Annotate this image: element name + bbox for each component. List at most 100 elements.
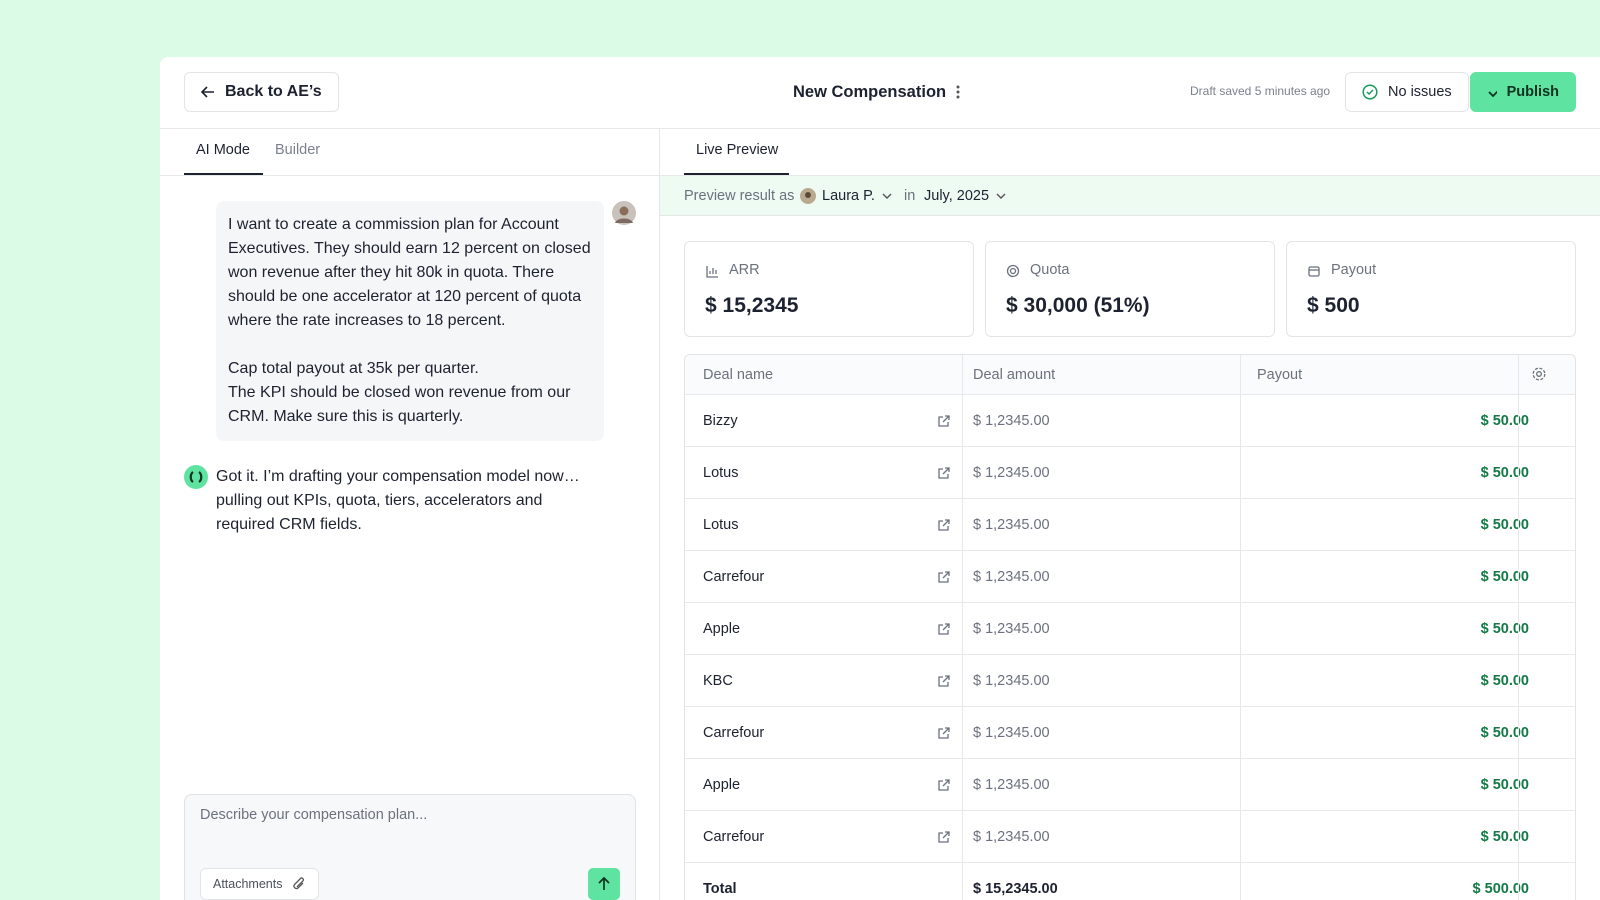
payout: $ 50.00 — [1480, 828, 1529, 845]
app-panel: Back to AE’s New Compensation Draft save… — [160, 57, 1600, 900]
payout: $ 50.00 — [1480, 412, 1529, 429]
deal-amount: $ 1,2345.00 — [973, 568, 1050, 585]
check-icon — [1488, 91, 1497, 98]
preview-bar: Preview result as Laura P. in July, 2025 — [660, 176, 1600, 216]
divider — [659, 128, 660, 900]
stat-label: Quota — [1030, 262, 1070, 278]
input-placeholder: Describe your compensation plan... — [200, 807, 428, 823]
send-button[interactable] — [588, 868, 620, 900]
issues-button[interactable]: No issues — [1345, 72, 1469, 112]
chevron-icon — [996, 193, 1006, 199]
column-divider — [1518, 355, 1519, 900]
column-header: Payout — [1257, 366, 1303, 383]
chevron-icon — [882, 193, 892, 199]
person-select[interactable]: Laura P. — [822, 188, 875, 204]
deal-amount: $ 1,2345.00 — [973, 464, 1050, 481]
payout: $ 50.00 — [1480, 776, 1529, 793]
tab[interactable]: AI Mode — [196, 142, 250, 158]
payout: $ 50.00 — [1480, 620, 1529, 637]
payout: $ 500.00 — [1472, 880, 1529, 897]
period-select[interactable]: July, 2025 — [924, 188, 990, 204]
column-divider — [962, 355, 963, 900]
table-row: Apple $ 1,2345.00 $ 50.00 — [685, 602, 1575, 654]
table-row: Lotus $ 1,2345.00 $ 50.00 — [685, 446, 1575, 498]
deal-name: Lotus — [703, 516, 739, 533]
stat-label: Payout — [1331, 262, 1377, 278]
table-row: Bizzy $ 1,2345.00 $ 50.00 — [685, 394, 1575, 446]
attachments-button[interactable]: Attachments — [200, 868, 320, 900]
issues-label: No issues — [1388, 84, 1452, 100]
open-link-icon[interactable] — [937, 518, 951, 537]
divider — [160, 175, 1600, 176]
check-circle-icon — [1362, 84, 1378, 100]
stat-icon — [705, 264, 719, 283]
table-row: Carrefour $ 1,2345.00 $ 50.00 — [685, 706, 1575, 758]
deal-amount: $ 1,2345.00 — [973, 620, 1050, 637]
deal-name: Lotus — [703, 464, 739, 481]
stat-card: ARR $ 15,2345 — [684, 241, 974, 337]
person-avatar — [800, 188, 816, 204]
deal-name: Apple — [703, 620, 741, 637]
table-row: Carrefour $ 1,2345.00 $ 50.00 — [685, 810, 1575, 862]
table-row: Lotus $ 1,2345.00 $ 50.00 — [685, 498, 1575, 550]
open-link-icon[interactable] — [937, 778, 951, 797]
payout: $ 50.00 — [1480, 724, 1529, 741]
deal-amount: $ 1,2345.00 — [973, 724, 1050, 741]
message-paragraph: I want to create a commission plan for A… — [228, 216, 591, 329]
open-link-icon[interactable] — [937, 622, 951, 641]
deal-name: Total — [703, 880, 737, 897]
stat-label: ARR — [729, 262, 760, 278]
deal-name: Carrefour — [703, 724, 765, 741]
page-title: New Compensation — [793, 83, 947, 101]
draft-status: Draft saved 5 minutes ago — [1190, 84, 1331, 98]
chat-input[interactable]: Describe your compensation plan... Attac… — [184, 794, 636, 900]
table-row: KBC $ 1,2345.00 $ 50.00 — [685, 654, 1575, 706]
paperclip-icon — [293, 877, 305, 890]
payout: $ 50.00 — [1480, 568, 1529, 585]
assistant-message: Got it. I’m drafting your compensation m… — [216, 468, 580, 533]
deal-name: KBC — [703, 672, 733, 689]
stat-value: $ 500 — [1307, 294, 1360, 317]
table-header: Deal name Deal amount Payout — [685, 355, 1575, 394]
preview-label: Preview result as — [684, 188, 795, 204]
deal-amount: $ 1,2345.00 — [973, 516, 1050, 533]
deal-amount: $ 1,2345.00 — [973, 672, 1050, 689]
column-header: Deal amount — [973, 366, 1056, 383]
open-link-icon[interactable] — [937, 414, 951, 433]
user-message: I want to create a commission plan for A… — [216, 201, 604, 441]
payout: $ 50.00 — [1480, 516, 1529, 533]
assistant-avatar — [184, 465, 208, 489]
back-button[interactable]: Back to AE’s — [184, 72, 339, 112]
column-divider — [1240, 355, 1241, 900]
total-row: Total $ 15,2345.00 $ 500.00 — [685, 862, 1575, 900]
deal-name: Carrefour — [703, 828, 765, 845]
deal-amount: $ 1,2345.00 — [973, 776, 1050, 793]
tab[interactable]: Live Preview — [696, 142, 779, 158]
deal-name: Apple — [703, 776, 741, 793]
message-paragraph: The KPI should be closed won revenue fro… — [228, 384, 571, 425]
table-row: Apple $ 1,2345.00 $ 50.00 — [685, 758, 1575, 810]
back-label: Back to AE’s — [225, 83, 322, 100]
deal-name: Bizzy — [703, 412, 738, 429]
settings-icon[interactable] — [1531, 366, 1547, 387]
stat-value: $ 30,000 (51%) — [1006, 294, 1150, 317]
open-link-icon[interactable] — [937, 726, 951, 745]
stat-card: Payout $ 500 — [1286, 241, 1576, 337]
deal-name: Carrefour — [703, 568, 765, 585]
table-row: Carrefour $ 1,2345.00 $ 50.00 — [685, 550, 1575, 602]
payout: $ 50.00 — [1480, 464, 1529, 481]
payout: $ 50.00 — [1480, 672, 1529, 689]
open-link-icon[interactable] — [937, 674, 951, 693]
open-link-icon[interactable] — [937, 570, 951, 589]
attachments-label: Attachments — [213, 877, 283, 891]
stat-card: Quota $ 30,000 (51%) — [985, 241, 1275, 337]
more-icon[interactable] — [955, 84, 961, 100]
tab-underline — [184, 173, 263, 175]
tab[interactable]: Builder — [275, 142, 321, 158]
open-link-icon[interactable] — [937, 466, 951, 485]
deal-amount: $ 15,2345.00 — [973, 880, 1058, 897]
preview-connector: in — [904, 188, 916, 204]
publish-button[interactable]: Publish — [1470, 72, 1576, 112]
open-link-icon[interactable] — [937, 830, 951, 849]
